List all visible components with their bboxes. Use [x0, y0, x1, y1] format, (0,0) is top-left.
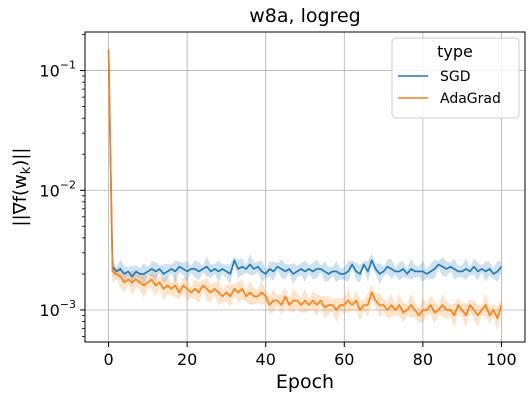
x-tick-label: 0	[103, 350, 113, 369]
x-axis-label: Epoch	[276, 371, 334, 393]
x-tick-label: 100	[486, 350, 517, 369]
y-axis-ticks: 10−1 10−2 10−3	[39, 34, 85, 337]
legend-label-sgd: SGD	[440, 69, 471, 85]
y-tick-label: 10−3	[39, 298, 76, 320]
y-tick-label: 10−2	[39, 178, 76, 200]
legend[interactable]: type SGD AdaGrad	[391, 37, 520, 119]
legend-label-adagrad: AdaGrad	[440, 91, 501, 107]
x-tick-label: 20	[177, 350, 197, 369]
y-tick-label: 10−1	[39, 59, 76, 81]
series-line-adagrad	[107, 50, 503, 320]
series-lines	[107, 50, 503, 320]
x-tick-label: 60	[334, 350, 354, 369]
x-tick-label: 40	[256, 350, 276, 369]
x-tick-label: 80	[413, 350, 433, 369]
chart-title: w8a, logreg	[249, 5, 360, 27]
plot-frame	[84, 31, 526, 343]
x-axis-ticks: 0 20 40 60 80 100	[103, 342, 517, 369]
legend-title: type	[437, 42, 473, 61]
series-line-sgd	[107, 50, 503, 278]
y-axis-label: ||∇f(wk)||	[10, 148, 34, 227]
